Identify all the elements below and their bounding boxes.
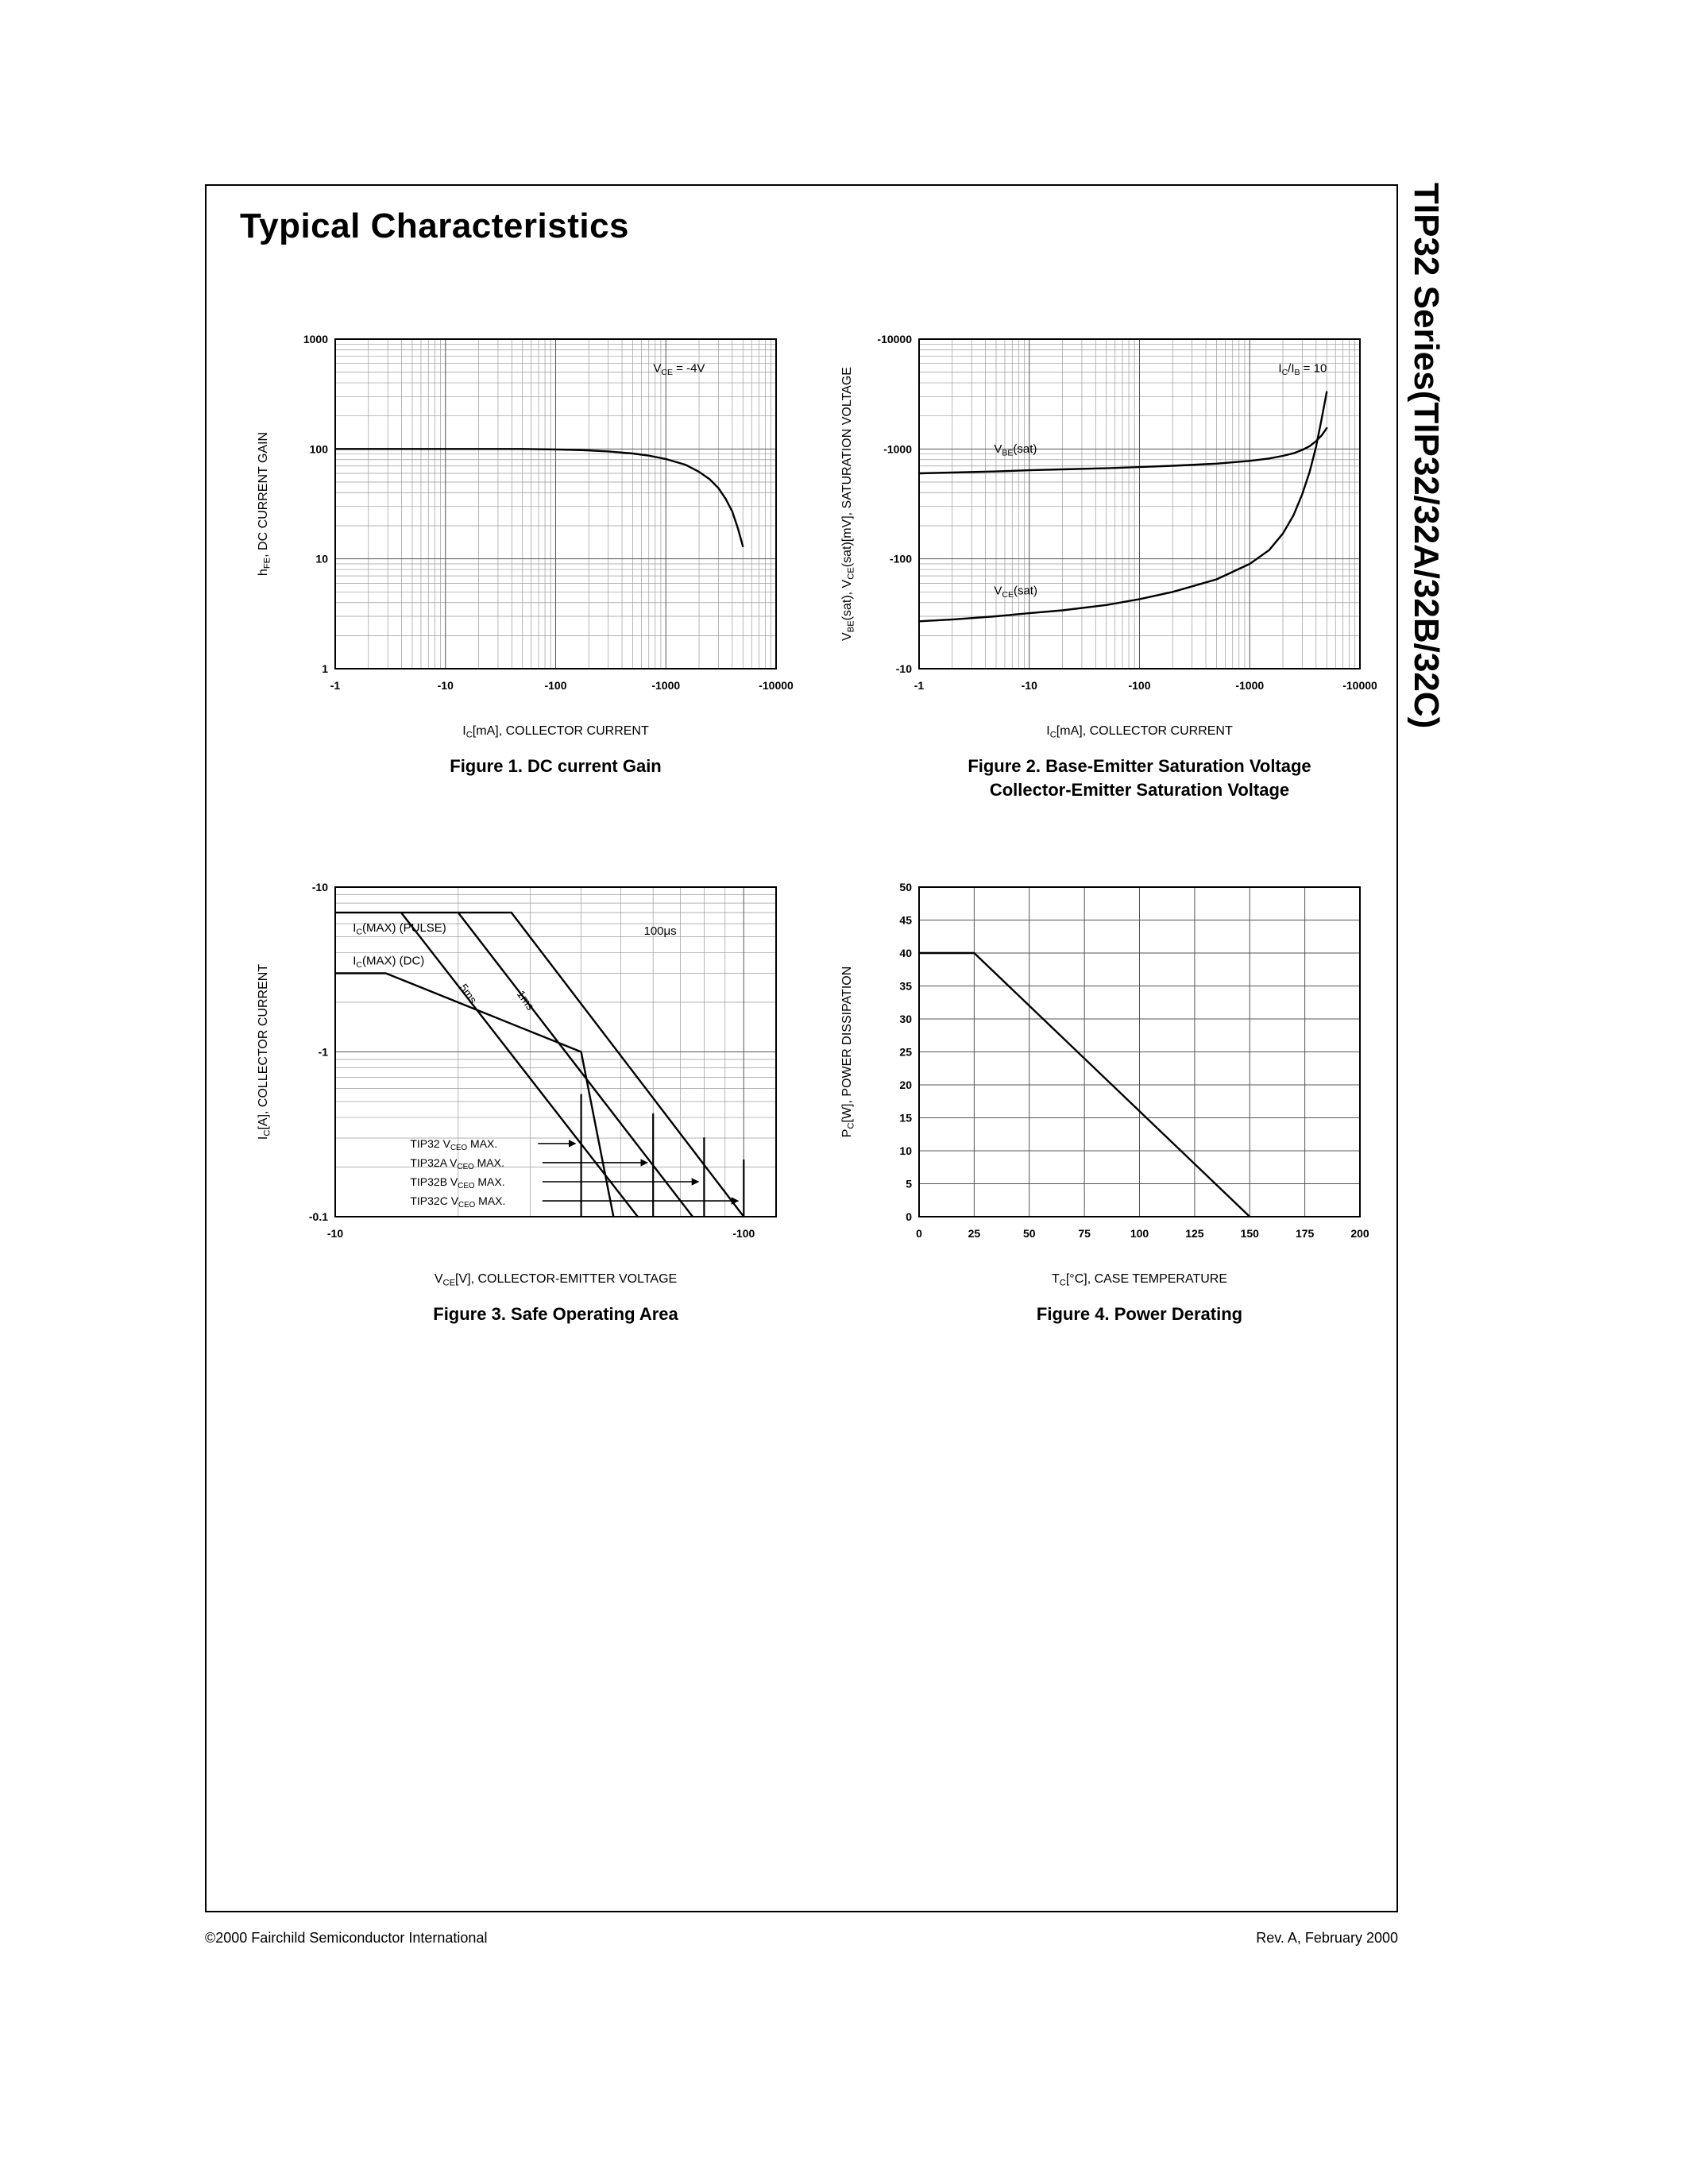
svg-text:PC[W], POWER DISSIPATION: PC[W], POWER DISSIPATION	[840, 967, 856, 1138]
svg-text:200: 200	[1350, 1227, 1369, 1240]
svg-text:hFE, DC CURRENT GAIN: hFE, DC CURRENT GAIN	[257, 432, 272, 576]
svg-text:-1: -1	[319, 1046, 329, 1059]
svg-text:1: 1	[322, 662, 328, 675]
svg-text:TIP32B VCEO MAX.: TIP32B VCEO MAX.	[410, 1175, 504, 1190]
figure-3-safe-operating-area: -10 -100 -0.1 -1 -10 VCE[V], COLLECTOR-EMITTE…	[240, 863, 796, 1325]
svg-text:-10: -10	[1022, 679, 1037, 692]
svg-text:50: 50	[1023, 1227, 1036, 1240]
svg-text:10: 10	[899, 1144, 912, 1157]
svg-text:100μs: 100μs	[644, 924, 677, 938]
svg-text:0: 0	[916, 1227, 922, 1240]
svg-text:175: 175	[1296, 1227, 1315, 1240]
svg-text:15: 15	[899, 1112, 912, 1125]
svg-text:-1000: -1000	[1235, 679, 1264, 692]
figure-4-caption: Figure 4. Power Derating	[1036, 1304, 1243, 1324]
power-derating-chart: 0 25 50 75 100 125 150 175 200 0 5 10 15 20 25 30 35 40 45…	[840, 881, 1369, 1288]
svg-text:-10000: -10000	[877, 333, 912, 345]
footer-revision: Rev. A, February 2000	[1256, 1930, 1398, 1946]
svg-text:TIP32 VCEO MAX.: TIP32 VCEO MAX.	[410, 1137, 497, 1152]
figure-2-caption-line2: Collector-Emitter Saturation Voltage	[989, 780, 1290, 800]
svg-text:-100: -100	[732, 1227, 755, 1240]
svg-text:IC/IB = 10: IC/IB = 10	[1278, 362, 1327, 377]
page-title: Typical Characteristics	[240, 206, 630, 245]
svg-text:-10: -10	[312, 881, 328, 893]
svg-text:25: 25	[968, 1227, 981, 1240]
safe-operating-area-chart: -10 -100 -0.1 -1 -10 VCE[V], COLLECTOR-EMITTE…	[257, 881, 777, 1288]
svg-text:-10: -10	[896, 662, 912, 675]
svg-text:-1000: -1000	[651, 679, 680, 692]
svg-text:-100: -100	[890, 553, 912, 565]
svg-text:125: 125	[1185, 1227, 1204, 1240]
svg-text:IC[A], COLLECTOR CURRENT: IC[A], COLLECTOR CURRENT	[257, 964, 272, 1140]
svg-text:VCE = -4V: VCE = -4V	[653, 362, 705, 377]
svg-text:-0.1: -0.1	[309, 1210, 328, 1223]
svg-text:VCE(sat): VCE(sat)	[994, 585, 1037, 600]
svg-text:IC(MAX) (PULSE): IC(MAX) (PULSE)	[353, 921, 446, 936]
svg-text:35: 35	[899, 980, 912, 993]
svg-text:10: 10	[315, 553, 328, 565]
svg-text:150: 150	[1241, 1227, 1260, 1240]
svg-text:IC(MAX) (DC): IC(MAX) (DC)	[353, 955, 424, 970]
saturation-voltage-chart: -1 -10 -100 -1000 -10000-10-100-1000-10000IC…	[840, 333, 1377, 740]
svg-text:5: 5	[906, 1178, 912, 1190]
svg-text:-1: -1	[914, 679, 925, 692]
svg-text:VBE(sat), VCE(sat)[mV], SATURA: VBE(sat), VCE(sat)[mV], SATURATION VOLTA…	[840, 367, 856, 641]
side-title: TIP32 Series(TIP32/32A/32B/32C)	[1407, 183, 1446, 729]
svg-text:-10000: -10000	[759, 679, 794, 692]
svg-text:0: 0	[906, 1210, 912, 1223]
svg-text:-10: -10	[438, 679, 454, 692]
svg-text:-1000: -1000	[883, 442, 912, 455]
svg-text:TIP32C VCEO MAX.: TIP32C VCEO MAX.	[410, 1194, 505, 1210]
svg-text:-1: -1	[330, 679, 341, 692]
page-footer: ©2000 Fairchild Semiconductor Internatio…	[205, 1930, 1398, 1947]
svg-text:30: 30	[899, 1013, 912, 1025]
svg-text:1000: 1000	[303, 333, 328, 345]
svg-text:-100: -100	[544, 679, 566, 692]
figure-2-saturation-voltage: -1 -10 -100 -1000 -10000 -10 -100 -1000 -10000 IC…	[824, 315, 1380, 801]
svg-text:TIP32A VCEO MAX.: TIP32A VCEO MAX.	[410, 1156, 504, 1171]
svg-text:IC[mA], COLLECTOR CURRENT: IC[mA], COLLECTOR CURRENT	[1046, 724, 1233, 740]
figure-2-caption-line1: Figure 2. Base-Emitter Saturation Voltag…	[968, 756, 1311, 776]
svg-text:75: 75	[1078, 1227, 1091, 1240]
svg-text:40: 40	[899, 947, 912, 959]
svg-text:45: 45	[899, 914, 912, 927]
svg-text:-100: -100	[1128, 679, 1150, 692]
svg-text:TC[°C], CASE TEMPERATURE: TC[°C], CASE TEMPERATURE	[1052, 1272, 1227, 1288]
svg-text:100: 100	[1130, 1227, 1149, 1240]
dc-current-gain-chart: -1 -10 -100 -1000 -10000 1 10 100 1000 IC[mA], CO…	[257, 333, 794, 740]
footer-copyright: ©2000 Fairchild Semiconductor Internatio…	[205, 1930, 488, 1946]
figure-4-power-derating: 0 25 50 75 100 125 150 175 200 0 5 10 15 20 25 30 35 40 45…	[824, 863, 1380, 1325]
content-border-box: Typical Characteristics -1 -10 -100 -1000 -1…	[205, 184, 1398, 1912]
svg-text:20: 20	[899, 1078, 912, 1091]
svg-text:VCE[V], COLLECTOR-EMITTER VOLT: VCE[V], COLLECTOR-EMITTER VOLTAGE	[435, 1272, 677, 1288]
svg-text:VBE(sat): VBE(sat)	[994, 442, 1037, 457]
svg-text:50: 50	[899, 881, 912, 893]
figure-1-caption: Figure 1. DC current Gain	[450, 756, 662, 776]
svg-text:IC[mA], COLLECTOR CURRENT: IC[mA], COLLECTOR CURRENT	[462, 724, 649, 740]
svg-text:25: 25	[899, 1046, 912, 1059]
svg-text:-10: -10	[327, 1227, 343, 1240]
svg-text:-10000: -10000	[1342, 679, 1377, 692]
figure-3-caption: Figure 3. Safe Operating Area	[433, 1304, 678, 1324]
figure-1-dc-current-gain: -1 -10 -100 -1000 -10000 1 10 100 1000 IC[mA], CO…	[240, 315, 796, 778]
svg-text:100: 100	[310, 442, 329, 455]
